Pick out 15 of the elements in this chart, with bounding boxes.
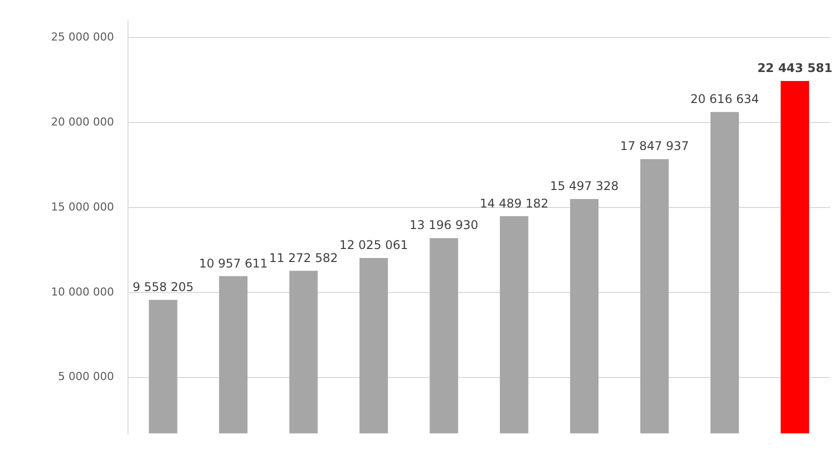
- data-label: 17 847 937: [620, 139, 689, 154]
- data-label: 11 272 582: [269, 250, 338, 265]
- y-tick-label: 5 000 000: [58, 370, 114, 384]
- data-label: 22 443 581: [757, 61, 832, 76]
- data-label: 15 497 328: [550, 179, 619, 194]
- data-label: 14 489 182: [480, 196, 548, 210]
- y-tick-label: 25 000 000: [51, 30, 114, 44]
- data-label: 20 616 634: [690, 92, 760, 106]
- y-tick-label: 20 000 000: [51, 115, 114, 128]
- data-label: 10 957 611: [198, 256, 268, 270]
- data-label: 13 196 930: [410, 218, 478, 232]
- data-label: 12 025 061: [339, 238, 408, 252]
- y-tick-label: 15 000 000: [51, 200, 114, 214]
- data-label: 9 558 205: [132, 280, 194, 294]
- y-tick-label: 10 000 000: [51, 285, 114, 298]
